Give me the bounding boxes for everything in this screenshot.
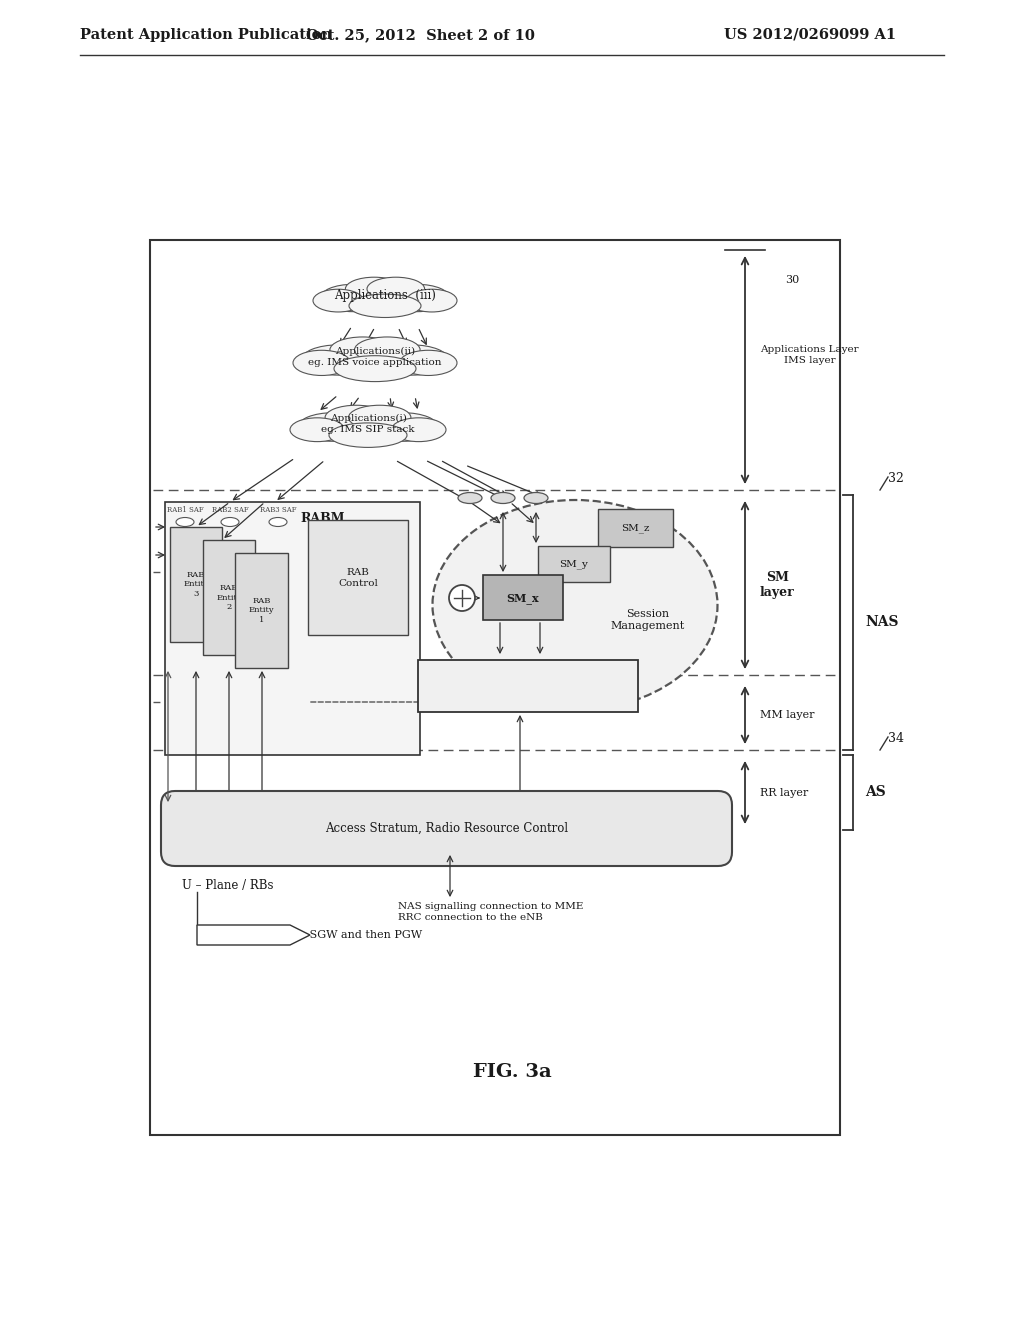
Polygon shape — [197, 925, 310, 945]
Ellipse shape — [290, 418, 345, 442]
Text: NAS: NAS — [865, 615, 898, 630]
Text: RAB3 SAF: RAB3 SAF — [260, 506, 296, 513]
Ellipse shape — [407, 289, 457, 312]
Text: RAB1 SAF: RAB1 SAF — [167, 506, 204, 513]
FancyBboxPatch shape — [483, 576, 563, 620]
Text: 34: 34 — [888, 733, 904, 744]
Text: Access Stratum, Radio Resource Control: Access Stratum, Radio Resource Control — [325, 822, 568, 836]
FancyBboxPatch shape — [203, 540, 255, 655]
Circle shape — [449, 585, 475, 611]
Ellipse shape — [375, 345, 449, 375]
Text: NAS signalling connection to MME
RRC connection to the eNB: NAS signalling connection to MME RRC con… — [398, 903, 584, 921]
Text: SM_x: SM_x — [507, 593, 540, 603]
FancyBboxPatch shape — [598, 510, 673, 546]
Text: SM
layer: SM layer — [760, 572, 795, 599]
Ellipse shape — [348, 405, 411, 430]
Ellipse shape — [326, 338, 424, 375]
Text: Applications(i)
eg. IMS SIP stack: Applications(i) eg. IMS SIP stack — [322, 414, 415, 434]
Ellipse shape — [329, 422, 407, 447]
Text: Applications(ii)
eg. IMS voice application: Applications(ii) eg. IMS voice applicati… — [308, 347, 441, 367]
Ellipse shape — [325, 405, 387, 430]
Ellipse shape — [349, 294, 421, 318]
Ellipse shape — [524, 492, 548, 503]
Text: Oct. 25, 2012  Sheet 2 of 10: Oct. 25, 2012 Sheet 2 of 10 — [305, 28, 535, 42]
Text: RAB
Control: RAB Control — [338, 569, 378, 587]
Ellipse shape — [385, 284, 450, 312]
Text: RABM: RABM — [300, 512, 345, 525]
Text: RAB
Entity
1: RAB Entity 1 — [249, 597, 274, 624]
Ellipse shape — [176, 517, 194, 527]
Ellipse shape — [399, 350, 457, 375]
Ellipse shape — [354, 337, 420, 363]
FancyBboxPatch shape — [161, 791, 732, 866]
Text: U – Plane / RBs: U – Plane / RBs — [182, 879, 273, 891]
Ellipse shape — [490, 492, 515, 503]
Ellipse shape — [458, 492, 482, 503]
Text: US 2012/0269099 A1: US 2012/0269099 A1 — [724, 28, 896, 42]
FancyBboxPatch shape — [538, 546, 610, 582]
Text: FIG. 3a: FIG. 3a — [473, 1063, 551, 1081]
Ellipse shape — [322, 407, 415, 441]
Ellipse shape — [269, 517, 287, 527]
Ellipse shape — [293, 350, 350, 375]
FancyBboxPatch shape — [165, 502, 420, 755]
Ellipse shape — [313, 289, 364, 312]
Ellipse shape — [221, 517, 239, 527]
Text: Mobility Managment: Mobility Managment — [466, 680, 590, 693]
Text: to SGW and then PGW: to SGW and then PGW — [295, 931, 422, 940]
Ellipse shape — [342, 279, 428, 312]
Ellipse shape — [301, 345, 375, 375]
Text: SM_y: SM_y — [559, 560, 589, 569]
Ellipse shape — [321, 284, 385, 312]
Text: 32: 32 — [888, 473, 904, 484]
FancyBboxPatch shape — [418, 660, 638, 711]
FancyBboxPatch shape — [170, 527, 222, 642]
Ellipse shape — [367, 277, 425, 301]
Text: Applications Layer
IMS layer: Applications Layer IMS layer — [760, 346, 859, 364]
Text: SM_z: SM_z — [621, 523, 649, 533]
FancyBboxPatch shape — [308, 520, 408, 635]
Text: Applications  (iii): Applications (iii) — [334, 289, 436, 301]
FancyBboxPatch shape — [234, 553, 288, 668]
Text: MM layer: MM layer — [760, 710, 814, 719]
Ellipse shape — [334, 355, 416, 381]
Ellipse shape — [330, 337, 395, 363]
Ellipse shape — [298, 413, 368, 441]
Ellipse shape — [391, 418, 446, 442]
Ellipse shape — [368, 413, 438, 441]
Text: Patent Application Publication: Patent Application Publication — [80, 28, 332, 42]
Text: RR layer: RR layer — [760, 788, 808, 797]
Text: 30: 30 — [785, 275, 800, 285]
Ellipse shape — [432, 500, 718, 710]
FancyBboxPatch shape — [150, 240, 840, 1135]
Text: Session
Management: Session Management — [611, 610, 685, 631]
Ellipse shape — [345, 277, 403, 301]
Text: RAB
Entity
2: RAB Entity 2 — [216, 585, 242, 611]
Text: RAB2 SAF: RAB2 SAF — [212, 506, 248, 513]
Text: AS: AS — [865, 785, 886, 800]
Text: RAB
Entity
3: RAB Entity 3 — [183, 572, 209, 598]
